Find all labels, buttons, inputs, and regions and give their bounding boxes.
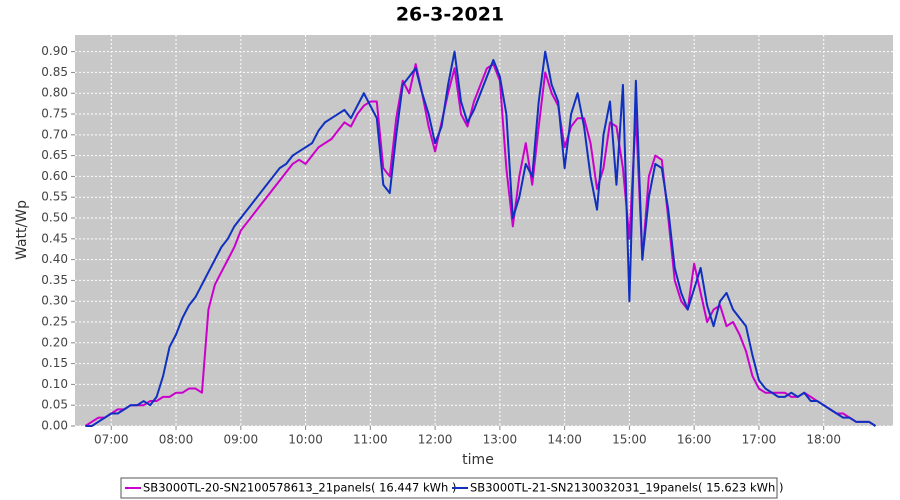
y-tick-label: 0.20 [41,335,68,349]
y-tick-label: 0.80 [41,86,68,100]
y-tick-label: 0.60 [41,169,68,183]
legend-label: SB3000TL-21-SN2130032031_19panels( 15.62… [470,481,783,495]
x-tick-label: 10:00 [288,433,323,447]
y-tick-label: 0.15 [41,356,68,370]
y-tick-label: 0.10 [41,377,68,391]
x-tick-label: 08:00 [159,433,194,447]
y-tick-label: 0.05 [41,398,68,412]
x-tick-label: 17:00 [742,433,777,447]
y-tick-label: 0.70 [41,127,68,141]
y-tick-label: 0.25 [41,315,68,329]
y-axis-label: Watt/Wp [14,200,30,260]
y-tick-label: 0.85 [41,65,68,79]
y-tick-label: 0.35 [41,273,68,287]
y-tick-label: 0.50 [41,211,68,225]
x-tick-label: 07:00 [94,433,129,447]
x-tick-label: 18:00 [806,433,841,447]
legend [120,477,778,499]
x-tick-label: 12:00 [418,433,453,447]
x-tick-label: 15:00 [612,433,647,447]
legend-label: SB3000TL-20-SN2100578613_21panels( 16.44… [143,481,456,495]
y-tick-label: 0.30 [41,294,68,308]
chart-title: 26-3-2021 [396,4,504,26]
x-tick-label: 09:00 [224,433,259,447]
y-tick-label: 0.40 [41,252,68,266]
y-tick-label: 0.00 [41,419,68,433]
series-line [84,63,877,427]
x-tick-label: 13:00 [483,433,518,447]
x-tick-label: 14:00 [547,433,582,447]
x-tick-label: 11:00 [353,433,388,447]
y-tick-label: 0.90 [41,44,68,58]
x-tick-label: 16:00 [677,433,712,447]
x-axis-label: time [462,452,494,468]
y-tick-label: 0.55 [41,190,68,204]
series-line [85,50,877,427]
plot-area [75,35,893,426]
y-tick-label: 0.45 [41,231,68,245]
y-tick-label: 0.75 [41,107,68,121]
y-tick-label: 0.65 [41,148,68,162]
